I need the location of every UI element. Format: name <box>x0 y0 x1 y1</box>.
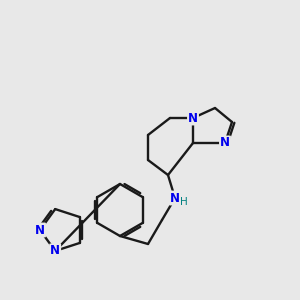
Text: N: N <box>35 224 45 236</box>
Text: N: N <box>170 191 180 205</box>
Text: N: N <box>188 112 198 124</box>
Text: N: N <box>50 244 60 257</box>
Text: H: H <box>180 197 188 207</box>
Text: N: N <box>220 136 230 149</box>
